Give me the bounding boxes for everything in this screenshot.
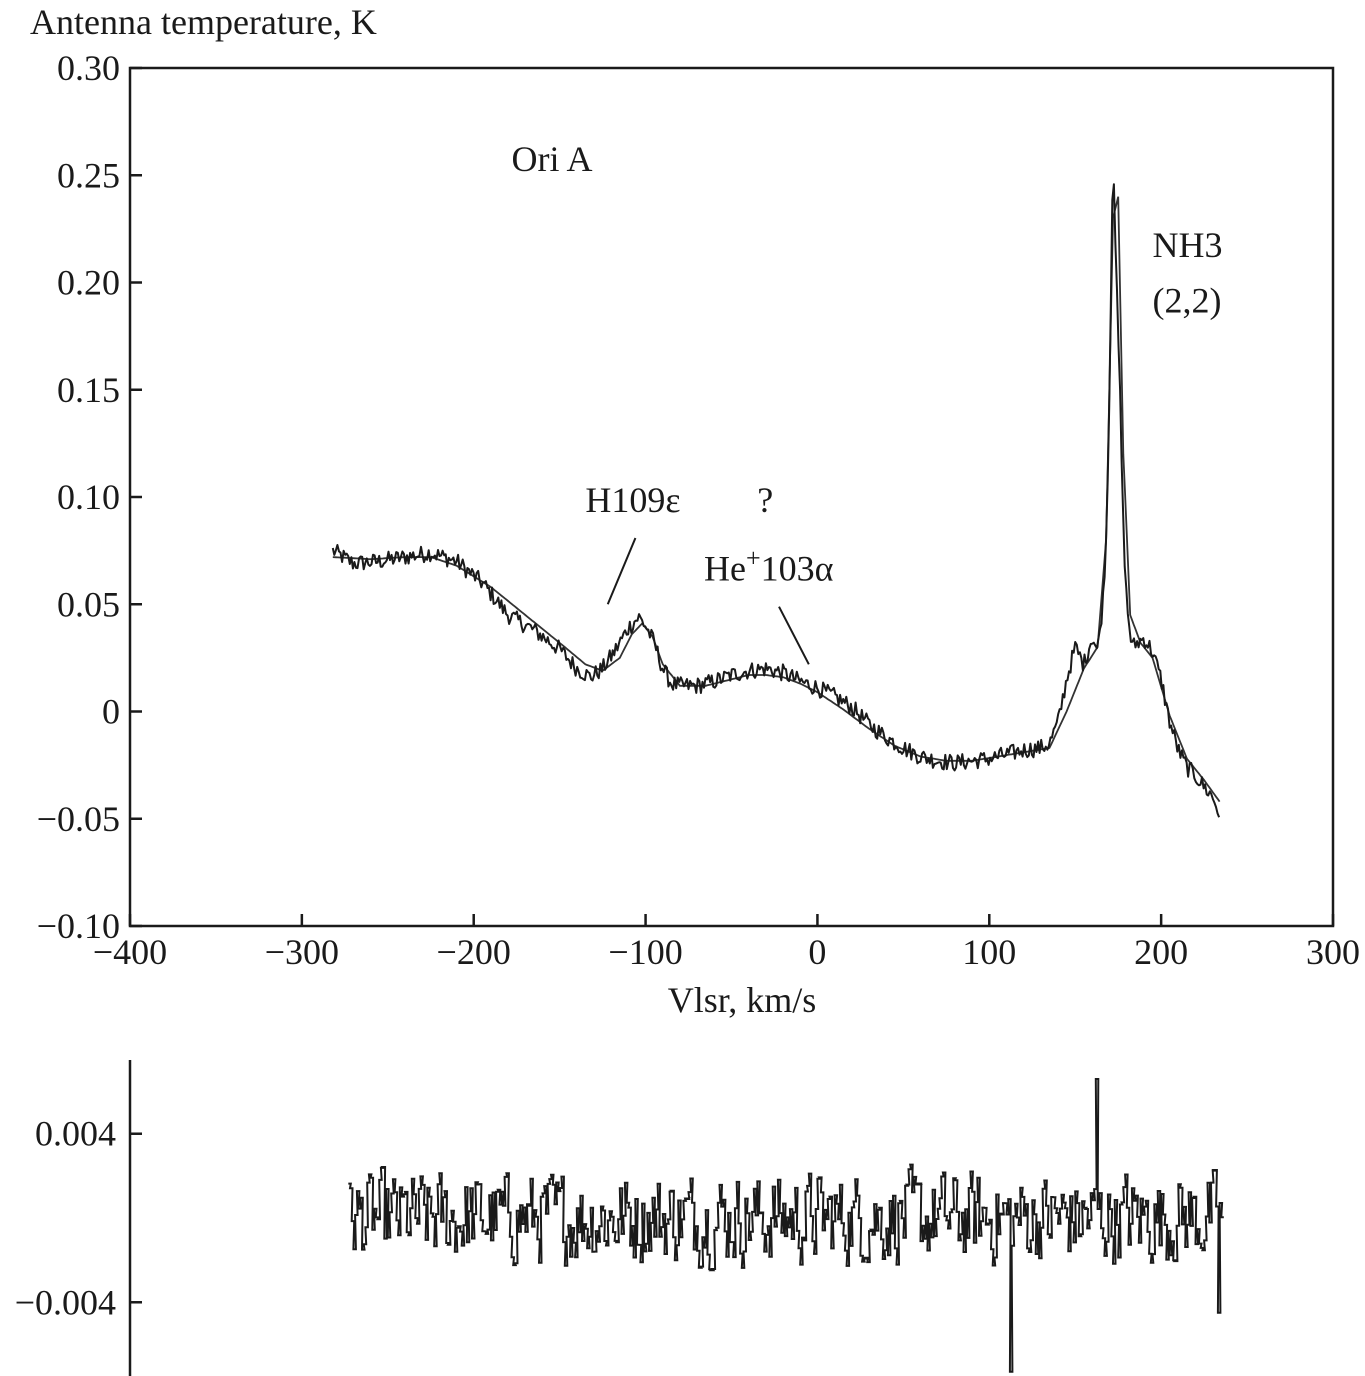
y-tick-label: 0.20 [57, 263, 120, 303]
main-spectrum-panel: Antenna temperature, K 0.300.250.200.150… [30, 2, 1360, 1020]
annotation-leader-line [778, 606, 810, 665]
fit-curve [332, 196, 1221, 803]
residual-panel: 0.004 −0.004 [15, 1060, 1224, 1376]
y-tick-label: 0.05 [57, 584, 120, 624]
annotation-label: Ori A [512, 139, 593, 179]
x-tick-label: −200 [437, 932, 511, 972]
x-tick-label: 100 [962, 932, 1016, 972]
y-tick-label: 0.15 [57, 370, 120, 410]
annotation-label: He+103α [704, 544, 834, 589]
x-tick-label: 300 [1306, 932, 1360, 972]
annotation-label: (2,2) [1153, 281, 1222, 321]
residual-y-tick-label: −0.004 [15, 1282, 116, 1322]
y-tick-label: 0.25 [57, 155, 120, 195]
x-tick-label: −300 [265, 932, 339, 972]
x-tick-label: 0 [808, 932, 826, 972]
x-tick-label: −100 [608, 932, 682, 972]
annotation-label: ? [757, 480, 773, 520]
residual-y-axis-ticks: 0.004 −0.004 [15, 1114, 142, 1322]
y-axis-label: Antenna temperature, K [30, 2, 377, 42]
x-tick-label: −400 [93, 932, 167, 972]
y-tick-label: −0.10 [37, 906, 120, 946]
residual-line [348, 1078, 1224, 1373]
annotation-leader-line [606, 537, 637, 605]
y-axis-ticks: 0.30 0.25 0.20 0.15 0.10 0.05 0 −0.05 −0.10 [37, 48, 142, 946]
annotation-label: H109ε [585, 480, 680, 520]
x-axis-ticks: −400 −300 −200 −100 0 100 200 300 [93, 914, 1360, 972]
y-tick-label: 0.10 [57, 477, 120, 517]
annotation-label: NH3 [1153, 225, 1223, 265]
residual-y-tick-label: 0.004 [35, 1114, 116, 1154]
x-axis-label: Vlsr, km/s [668, 980, 817, 1020]
y-tick-label: −0.05 [37, 799, 120, 839]
y-tick-label: 0.30 [57, 48, 120, 88]
plot-frame [128, 66, 1335, 928]
x-tick-label: 200 [1134, 932, 1188, 972]
y-tick-label: 0 [102, 692, 120, 732]
annotations: Ori A H109ε ? He+103α NH3 (2,2) [512, 139, 1223, 665]
observed-spectrum-line [331, 183, 1221, 818]
